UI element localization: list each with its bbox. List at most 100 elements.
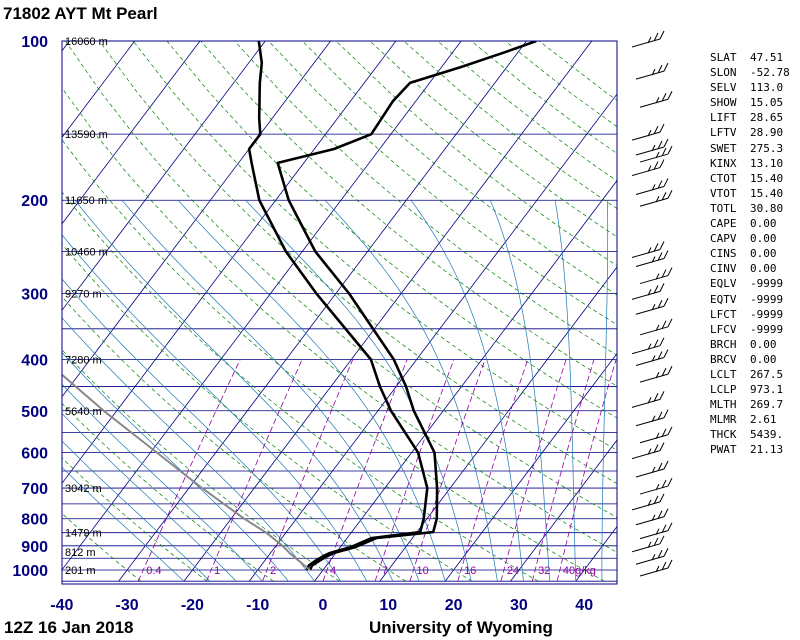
moist-adiabat <box>554 200 577 582</box>
height-label: 9270 m <box>65 288 102 300</box>
index-value: 275.3 <box>750 141 784 155</box>
wind-barb <box>639 477 673 495</box>
index-row: CAPV 0.00 <box>710 231 790 246</box>
index-value: -9999 <box>750 292 784 306</box>
observation-time: 12Z 16 Jan 2018 <box>4 618 134 637</box>
mixing-ratio-line <box>137 359 241 582</box>
temperature-tick-label: 40 <box>575 597 593 614</box>
moist-adiabat <box>74 199 394 582</box>
mixing-ratio-label: 10 <box>416 565 428 577</box>
isotherm-line <box>62 41 331 398</box>
temperature-tick-label: 20 <box>445 597 463 614</box>
index-value: 0.00 <box>750 232 777 246</box>
moist-adiabat <box>324 199 498 582</box>
dry-adiabat <box>99 41 617 484</box>
index-row: PWAT 21.13 <box>710 442 790 457</box>
index-row: LCLP 973.1 <box>710 382 790 397</box>
wind-barb <box>631 241 665 258</box>
wind-barb <box>631 493 665 511</box>
mixing-ratio-line <box>500 359 567 582</box>
label-layer: 0.4 1 2 4 7 10 16 24 32 40g/kg1002003004005006007… <box>12 34 596 614</box>
pressure-tick-label: 800 <box>21 512 48 529</box>
dry-adiabat <box>200 41 617 387</box>
mixing-ratio-label: 40g/kg <box>563 565 596 577</box>
height-label: 812 m <box>65 547 96 559</box>
index-row: LIFT 28.65 <box>710 110 790 125</box>
moist-adiabat <box>62 466 185 582</box>
index-row: SELV 113.0 <box>710 80 790 95</box>
index-row: EQLV -9999 <box>710 276 790 291</box>
index-value: -52.78 <box>750 66 790 80</box>
wind-barb <box>635 547 669 565</box>
isotherm-line <box>314 179 617 582</box>
index-key: SWET <box>710 141 737 155</box>
index-row: VTOT 15.40 <box>710 186 790 201</box>
temperature-tick-label: -30 <box>116 597 139 614</box>
index-key: EQTV <box>710 292 737 306</box>
wind-barb <box>639 522 673 540</box>
moist-adiabat <box>62 440 211 582</box>
mixing-ratio-label: 4 <box>330 565 336 577</box>
index-value: 28.90 <box>750 126 784 140</box>
wind-barb <box>639 365 673 383</box>
height-label: 3042 m <box>65 483 102 495</box>
height-label: 10460 m <box>65 247 108 259</box>
index-key: LCLT <box>710 367 737 381</box>
wind-barb <box>639 91 673 108</box>
height-label: 1479 m <box>65 528 102 540</box>
isotherm-line <box>444 352 617 582</box>
moist-adiabat <box>410 199 524 582</box>
index-key: SELV <box>710 81 737 95</box>
index-key: LCLP <box>710 383 737 397</box>
isotherm-line <box>0 41 4 581</box>
mixing-ratio-label: 16 <box>464 565 476 577</box>
index-key: LFTV <box>710 126 737 140</box>
height-label: 201 m <box>65 565 96 577</box>
dry-adiabat <box>62 139 605 582</box>
height-label: 7280 m <box>65 354 102 366</box>
parcel-trace <box>62 373 311 571</box>
mixing-ratio-line <box>457 359 529 582</box>
index-row: LFCT -9999 <box>710 307 790 322</box>
index-key: BRCH <box>710 337 737 351</box>
index-key: CINS <box>710 247 737 261</box>
isotherm-line <box>183 41 593 582</box>
wind-barb <box>635 138 669 156</box>
wind-barb <box>639 318 673 336</box>
dry-adiabat <box>62 191 539 582</box>
wind-barb <box>631 391 665 408</box>
index-key: MLMR <box>710 413 737 427</box>
data-source: University of Wyoming <box>369 618 553 637</box>
isotherm-line <box>62 41 397 484</box>
wind-barb <box>631 535 665 553</box>
wind-barb <box>631 159 665 177</box>
index-value: 267.5 <box>750 367 784 381</box>
pressure-tick-label: 1000 <box>12 563 48 580</box>
index-row: LFCV -9999 <box>710 322 790 337</box>
index-row: MLTH 269.7 <box>710 397 790 412</box>
pressure-tick-label: 700 <box>21 481 48 498</box>
height-label: 16060 m <box>65 36 108 48</box>
index-row: CINV 0.00 <box>710 261 790 276</box>
wind-barb <box>631 337 665 355</box>
wind-barb <box>635 409 669 427</box>
index-key: CAPE <box>710 217 737 231</box>
index-value: 15.40 <box>750 171 784 185</box>
wind-barbs <box>631 30 673 577</box>
moist-adiabat <box>177 199 446 582</box>
wind-barb <box>631 123 665 141</box>
index-row: SWET 275.3 <box>710 141 790 156</box>
index-value: 269.7 <box>750 398 784 412</box>
wind-barb <box>635 250 669 268</box>
trace-layer <box>62 41 537 571</box>
mixing-ratio-label: 0.4 <box>146 565 161 577</box>
temperature-tick-label: 10 <box>379 597 397 614</box>
pressure-tick-label: 500 <box>21 404 48 421</box>
wind-barb <box>635 460 669 478</box>
index-value: 28.65 <box>750 111 784 125</box>
moist-adiabat <box>62 383 263 582</box>
index-row: THCK 5439. <box>710 427 790 442</box>
index-value: 113.0 <box>750 81 784 95</box>
pressure-tick-label: 300 <box>21 286 48 303</box>
